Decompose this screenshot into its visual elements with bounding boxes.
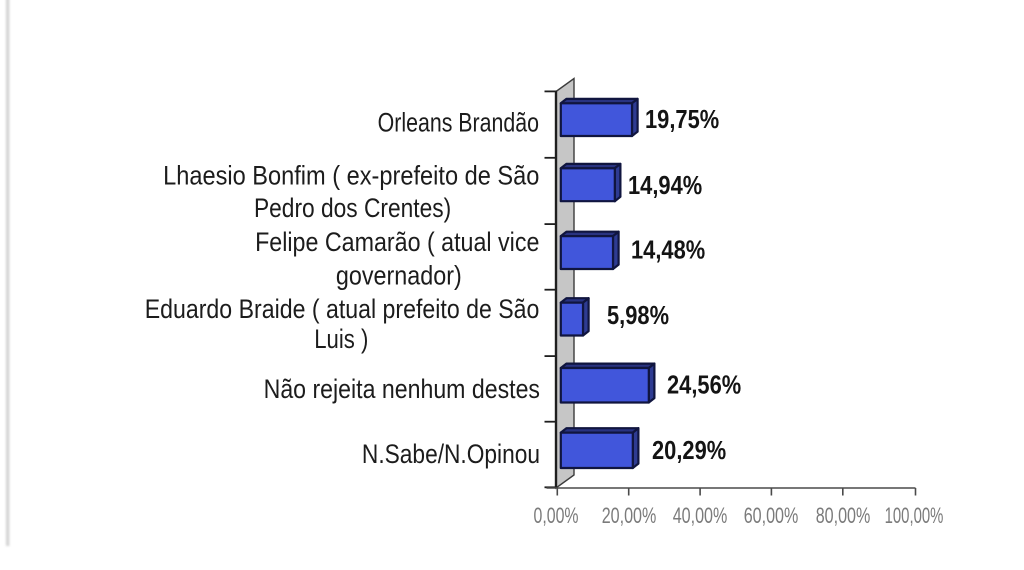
svg-text:Lhaesio Bonfim ( ex-prefeito d: Lhaesio Bonfim ( ex-prefeito de São [163, 161, 539, 191]
svg-text:14,94%: 14,94% [628, 171, 702, 200]
svg-text:Luis ): Luis ) [314, 325, 368, 354]
svg-text:20,29%: 20,29% [652, 436, 726, 465]
svg-text:0,00%: 0,00% [534, 505, 579, 529]
svg-text:100,00%: 100,00% [885, 503, 944, 528]
svg-text:Orleans Brandão: Orleans Brandão [378, 108, 539, 138]
svg-text:20,00%: 20,00% [602, 505, 657, 529]
svg-text:Não rejeita nenhum destes: Não rejeita nenhum destes [264, 375, 540, 405]
svg-text:5,98%: 5,98% [607, 301, 669, 330]
svg-text:N.Sabe/N.Opinou: N.Sabe/N.Opinou [362, 440, 540, 469]
svg-text:Eduardo Braide ( atual prefeit: Eduardo Braide ( atual prefeito de São [145, 295, 540, 325]
svg-text:24,56%: 24,56% [667, 371, 741, 400]
svg-text:Pedro dos Crentes): Pedro dos Crentes) [254, 195, 451, 224]
svg-text:80,00%: 80,00% [816, 505, 871, 529]
svg-text:Felipe Camarão ( atual vice: Felipe Camarão ( atual vice [255, 227, 539, 257]
svg-text:14,48%: 14,48% [631, 236, 705, 265]
svg-text:19,75%: 19,75% [645, 105, 719, 134]
svg-text:40,00%: 40,00% [673, 505, 728, 529]
svg-text:60,00%: 60,00% [744, 505, 799, 529]
svg-text:governador): governador) [336, 261, 462, 291]
